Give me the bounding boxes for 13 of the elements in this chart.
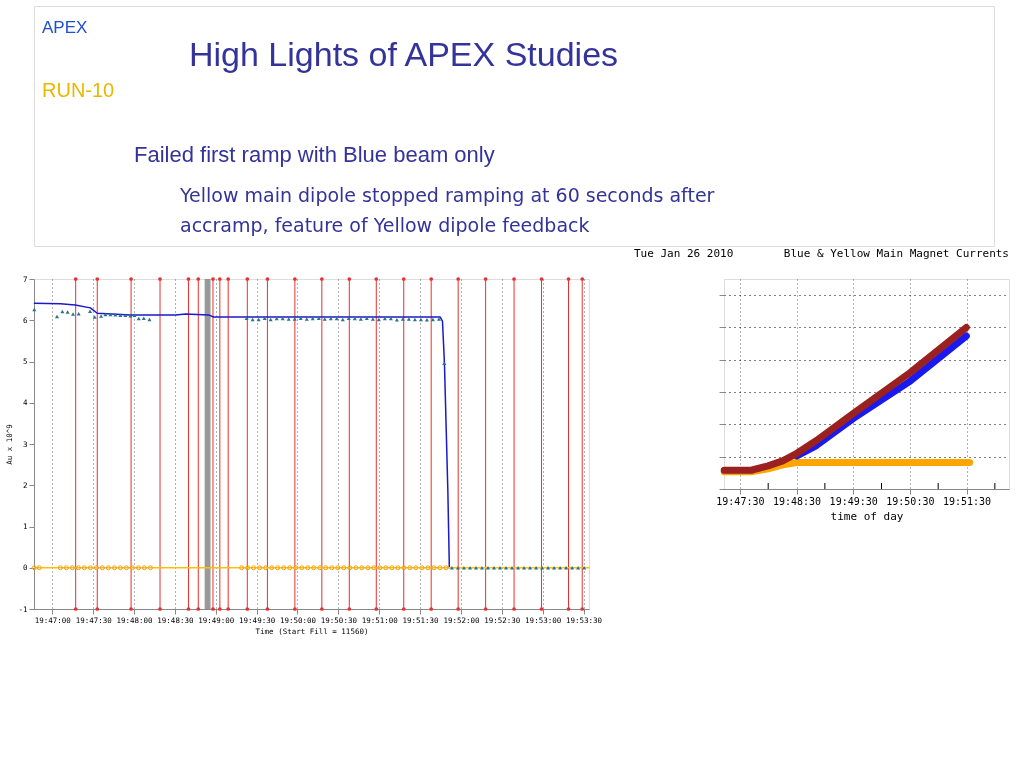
x-tick-label: 19:50:30	[886, 495, 935, 507]
chart-title: Blue & Yellow Main Magnet Currents	[783, 247, 1009, 260]
x-tick-label: 19:47:30	[716, 495, 765, 507]
x-tick-label: 19:51:30	[942, 495, 992, 507]
x-tick-label: 19:49:30	[829, 495, 878, 507]
x-tick-label: 19:48:30	[772, 495, 822, 507]
chart-title: High Lights of APEX Studies	[189, 35, 619, 73]
text: Failed first ramp with Blue beam only	[134, 142, 495, 167]
x-axis-title: time of day	[830, 509, 904, 523]
text: RUN-10	[42, 79, 115, 101]
text: APEX	[42, 17, 88, 37]
chart-subtitle: Tue Jan 26 2010	[634, 247, 734, 260]
text: Yellow main dipole stopped ramping at 60 seconds after accramp, feature of Yellow dipole feedback	[179, 183, 715, 236]
